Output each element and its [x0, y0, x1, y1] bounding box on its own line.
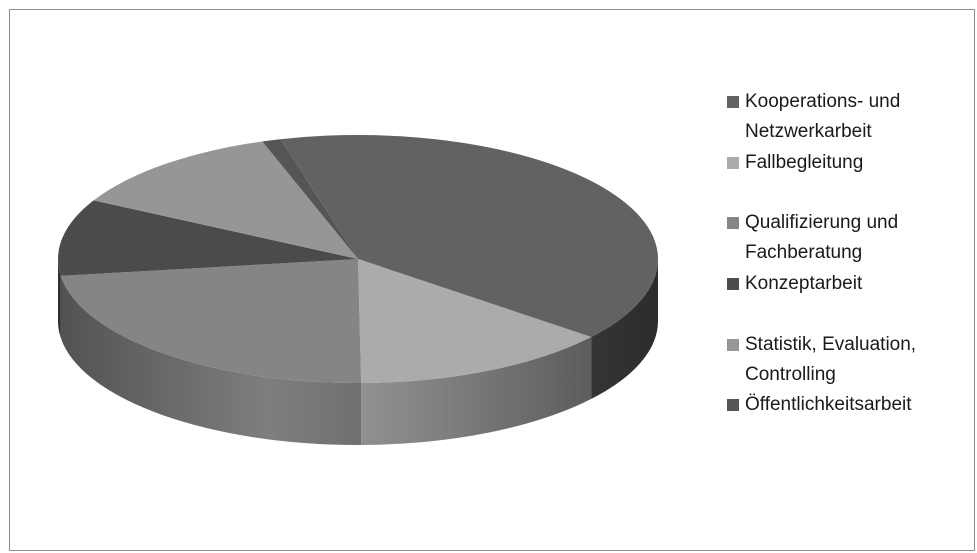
- legend-swatch: [727, 96, 739, 108]
- legend-label: Kooperations- und Netzwerkarbeit: [745, 91, 901, 142]
- legend-label: Öffentlichkeitsarbeit: [745, 394, 912, 415]
- pie-top-slices: [57, 134, 659, 383]
- pie-side-konzeptarbeit: [58, 259, 61, 338]
- pie-side-walls: [58, 259, 658, 445]
- pie-slice-qualifizierung-und-fachberatung: [60, 259, 362, 383]
- legend-swatch: [727, 339, 739, 351]
- pie-chart: [57, 134, 659, 445]
- chart-area: Kooperations- und Netzwerkarbeit Fallbeg…: [9, 9, 975, 551]
- legend-label: Statistik, Evaluation, Controlling: [745, 334, 917, 385]
- legend-swatch: [727, 157, 739, 169]
- legend-item-statistik: Statistik, Evaluation, Controlling: [727, 330, 970, 390]
- pie-side-fallbegleitung: [361, 337, 592, 445]
- legend-swatch: [727, 278, 739, 290]
- legend-item-fallbegleitung: Fallbegleitung: [727, 148, 970, 178]
- legend-label: Fallbegleitung: [745, 152, 864, 173]
- legend-item-konzeptarbeit: Konzeptarbeit: [727, 269, 970, 299]
- pie-slice-kooperations-und-netzwerkarbeit: [280, 134, 659, 338]
- pie-slice-ffentlichkeitsarbeit: [262, 139, 358, 259]
- pie-slice-fallbegleitung: [358, 259, 592, 383]
- pie-side-kooperations-und-netzwerkarbeit: [591, 259, 658, 400]
- legend-label: Qualifizierung und Fachberatung: [745, 212, 899, 263]
- legend-item-oeffentlichkeitsarbeit: Öffentlichkeitsarbeit: [727, 390, 970, 420]
- legend-swatch: [727, 399, 739, 411]
- pie-side-qualifizierung-und-fachberatung: [60, 275, 362, 445]
- legend-label: Konzeptarbeit: [745, 273, 863, 294]
- legend-item-qualifizierung: Qualifizierung und Fachberatung: [727, 208, 970, 268]
- pie-slice-konzeptarbeit: [57, 200, 358, 276]
- legend-swatch: [727, 217, 739, 229]
- legend-item-kooperations: Kooperations- und Netzwerkarbeit: [727, 87, 970, 147]
- pie-slice-statistik-evaluation-controlling: [93, 141, 359, 259]
